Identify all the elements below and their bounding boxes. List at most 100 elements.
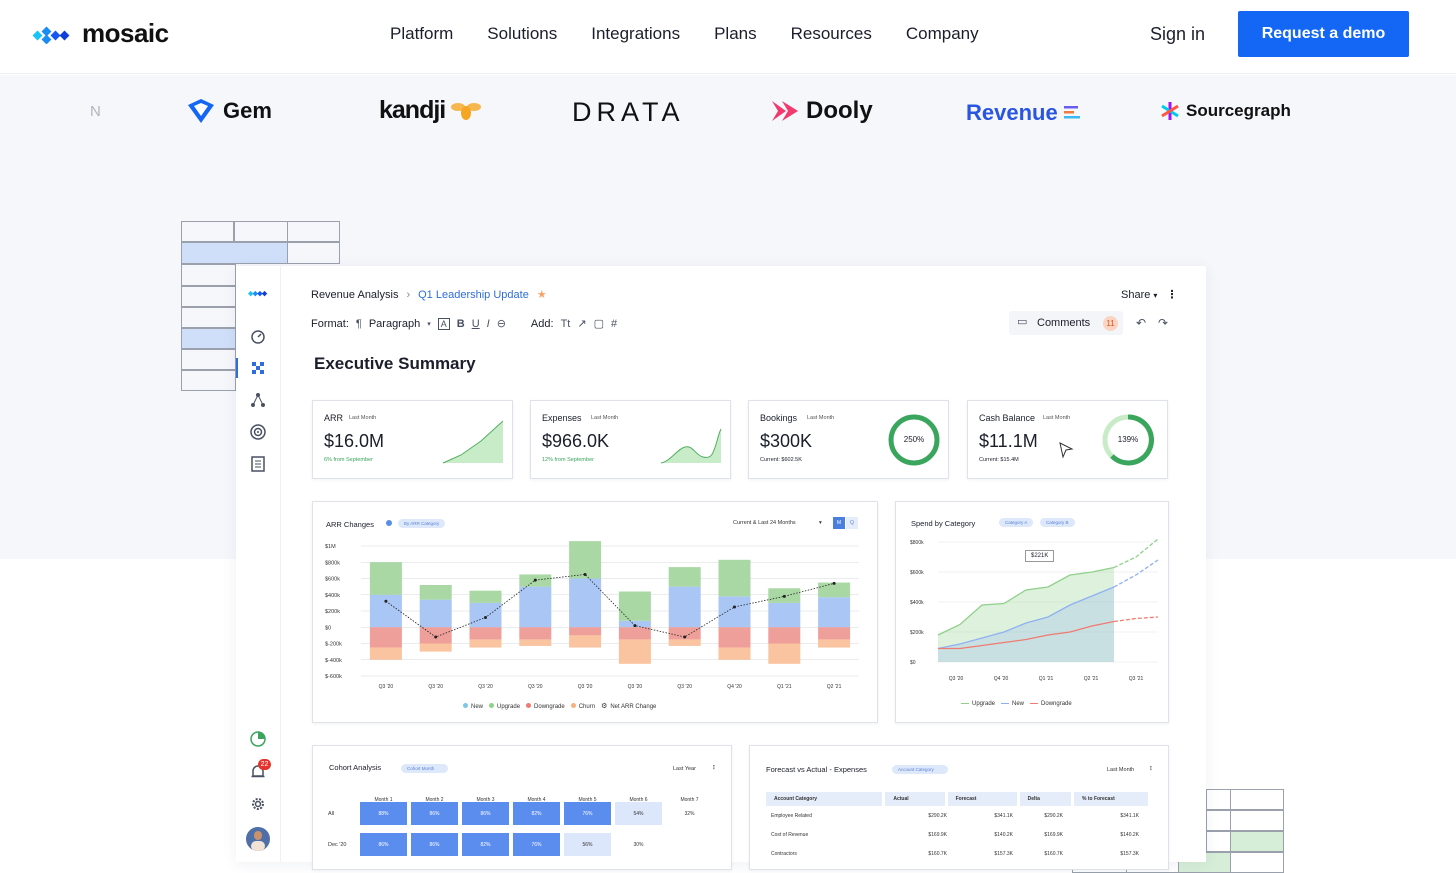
cohort-month-select[interactable]: Cohort Month (401, 764, 449, 773)
kpi-card-arr[interactable]: ARR Last Month $16.0M 6% from September (312, 400, 513, 479)
x-tick-label: Q1 '21 (777, 684, 792, 690)
toggle-quarterly[interactable]: Q (846, 517, 858, 529)
col-header[interactable]: Delta (1019, 792, 1071, 806)
kpi-card-cash-balance[interactable]: Cash Balance Last Month $11.1M Current: … (967, 400, 1168, 479)
add-chart-icon[interactable]: ↗ (577, 318, 587, 330)
col-header[interactable]: Forecast (947, 792, 1017, 806)
comments-button[interactable]: ▭ Comments 11 (1009, 311, 1123, 335)
date-range-select[interactable]: Current & Last 24 Months (733, 520, 796, 526)
link-icon[interactable]: ⊖ (496, 318, 506, 330)
add-text-button[interactable]: Tt (560, 317, 571, 330)
chart-title: ARR Changes (326, 520, 374, 529)
spend-legend: Upgrade New Downgrade (961, 701, 1072, 707)
grid-cell (1206, 789, 1231, 810)
arr-sparkline (442, 420, 504, 464)
account-category-select[interactable]: Account Category (892, 765, 948, 774)
star-icon[interactable]: ★ (536, 289, 547, 301)
cohort-cell[interactable]: 86% (462, 802, 509, 825)
cohort-cell[interactable]: 82% (513, 802, 560, 825)
nav-platform[interactable]: Platform (390, 24, 454, 43)
more-vertical-icon[interactable]: ⋮ (1166, 289, 1178, 301)
cohort-cell[interactable]: 86% (411, 802, 458, 825)
cohort-header-row: Month 1 Month 2 Month 3 Month 4 Month 5 … (360, 788, 717, 811)
arr-changes-chart: $1M $800k $600k $400k $200k $0 $-200k $-400k $-6… (325, 541, 859, 690)
kpi-period[interactable]: Last Month (591, 415, 619, 421)
kpi-current: Current: $602.5K (760, 457, 802, 463)
cohort-cell[interactable]: 56% (564, 833, 611, 856)
mosaic-logo[interactable]: mosaic (32, 18, 169, 49)
category-filter-pill[interactable]: By ARR Category (398, 519, 446, 528)
category-pill-a[interactable]: Category A (999, 518, 1034, 527)
target-icon[interactable] (248, 422, 268, 442)
underline-icon[interactable]: U (471, 317, 480, 330)
more-vertical-icon[interactable]: ⋮ (1148, 766, 1154, 772)
brand-name: mosaic (82, 18, 169, 48)
breadcrumb-root[interactable]: Revenue Analysis (311, 288, 399, 301)
table-row[interactable]: Cost of Revenue $169.9K $140.2K $169.9K … (771, 831, 1139, 838)
paragraph-style-select[interactable]: Paragraph (368, 317, 421, 330)
integrations-icon[interactable] (248, 390, 268, 410)
period-select[interactable]: Last Month (1107, 767, 1135, 773)
mosaic-app-logo-icon[interactable] (248, 284, 268, 304)
card-title: Cohort Analysis (329, 763, 382, 772)
user-avatar[interactable] (246, 827, 270, 851)
kpi-value: $11.1M (979, 431, 1038, 451)
more-vertical-icon[interactable]: ⋮ (711, 765, 717, 771)
dashboard-gauge-icon[interactable] (248, 326, 268, 346)
bold-icon[interactable]: B (456, 317, 465, 330)
breadcrumb-current[interactable]: Q1 Leadership Update (418, 288, 529, 301)
cohort-cell[interactable]: 76% (513, 833, 560, 856)
document-icon[interactable] (248, 454, 268, 474)
cohort-cell[interactable]: 86% (360, 833, 407, 856)
undo-icon[interactable]: ↶ (1136, 316, 1147, 330)
cohort-cell[interactable]: 32% (666, 802, 713, 825)
y-tick-label: $600k (325, 577, 340, 583)
bar-upgrade (569, 541, 602, 579)
bar-churn (369, 647, 402, 660)
y-tick-label: $-400k (325, 658, 342, 664)
settings-gear-icon[interactable] (248, 794, 268, 814)
table-row[interactable]: Contractors $160.7K $157.3K $160.7K $157… (771, 850, 1139, 857)
table-row[interactable]: Employee Related $290.2K $341.1K $290.2K… (771, 812, 1139, 819)
logo-dooly-text: Dooly (806, 97, 873, 124)
paragraph-icon: ¶ (355, 317, 362, 330)
info-icon[interactable] (386, 520, 392, 526)
bar-new (618, 620, 651, 628)
kpi-period[interactable]: Last Month (349, 415, 377, 421)
nav-solutions[interactable]: Solutions (487, 24, 558, 43)
chevron-down-icon[interactable]: ▾ (427, 320, 431, 328)
kpi-card-bookings[interactable]: Bookings Last Month $300K Current: $602.… (748, 400, 949, 479)
net-arr-point (733, 605, 736, 609)
redo-icon[interactable]: ↷ (1158, 316, 1169, 330)
chevron-down-icon[interactable]: ▾ (819, 520, 822, 526)
nav-plans[interactable]: Plans (714, 24, 757, 43)
text-color-icon[interactable]: A (437, 317, 450, 330)
cohort-cell[interactable]: 88% (360, 802, 407, 825)
cohort-cell[interactable]: 30% (615, 833, 662, 856)
category-pill-b[interactable]: Category B (1040, 518, 1075, 527)
nav-integrations[interactable]: Integrations (591, 24, 681, 43)
bar-new (469, 602, 502, 628)
cohort-cell[interactable]: 82% (462, 833, 509, 856)
toggle-monthly[interactable]: M (833, 517, 845, 529)
cohort-cell[interactable]: 76% (564, 802, 611, 825)
kpi-period[interactable]: Last Month (807, 415, 835, 421)
add-table-icon[interactable]: # (610, 317, 618, 330)
request-demo-button[interactable]: Request a demo (1238, 11, 1409, 57)
progress-clock-icon[interactable] (248, 729, 268, 749)
add-box-icon[interactable]: ▢ (593, 318, 604, 330)
italic-icon[interactable]: I (486, 317, 490, 330)
nav-resources[interactable]: Resources (790, 24, 872, 43)
sign-in-link[interactable]: Sign in (1150, 24, 1206, 44)
cohort-cell[interactable]: 86% (411, 833, 458, 856)
nav-company[interactable]: Company (905, 24, 979, 43)
kpi-period[interactable]: Last Month (1043, 415, 1071, 421)
col-header[interactable]: Account Category (766, 792, 883, 806)
cohort-cell[interactable]: 54% (615, 802, 662, 825)
share-menu[interactable]: Share ▾ ⋮ (1121, 288, 1178, 301)
col-header[interactable]: Actual (885, 792, 945, 806)
col-header[interactable]: % to Forecast (1074, 792, 1148, 806)
period-select[interactable]: Last Year (673, 766, 696, 772)
reports-network-icon[interactable] (248, 358, 268, 378)
kpi-card-expenses[interactable]: Expenses Last Month $966.0K 12% from Sep… (530, 400, 731, 479)
